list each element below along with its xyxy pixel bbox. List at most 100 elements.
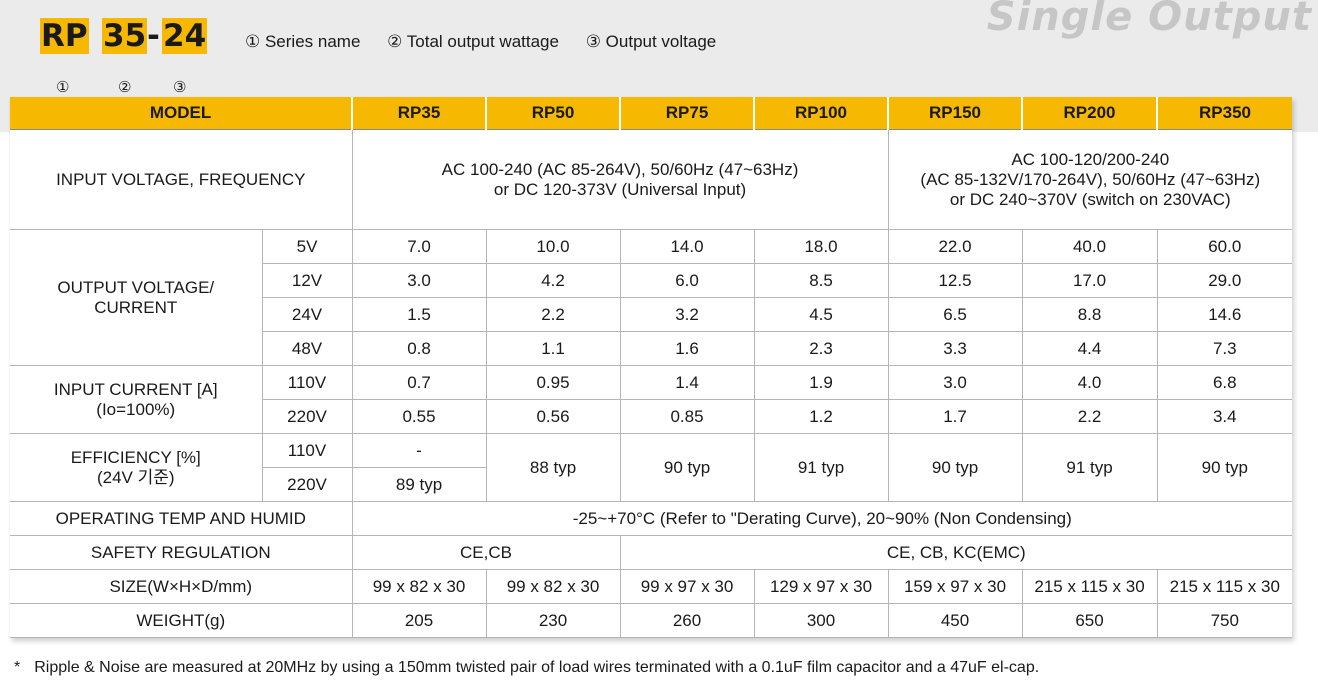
marker-1: ① (56, 79, 70, 96)
output-voltage: 24V (262, 297, 353, 332)
table-cell: 2.2 (1021, 399, 1158, 434)
output-row-5v: OUTPUT VOLTAGE/ CURRENT 5V 7.0 10.0 14.0… (10, 229, 1293, 366)
output-voltage: 48V (262, 331, 353, 366)
table-cell: 4.4 (1021, 331, 1158, 366)
table-cell: 14.6 (1156, 297, 1293, 332)
table-cell: 12.5 (887, 263, 1023, 298)
table-cell: 91 typ (753, 433, 889, 502)
model-rp150: RP150 (887, 97, 1023, 130)
table-cell: 4.2 (485, 263, 621, 298)
table-cell: 91 typ (1021, 433, 1158, 502)
table-cell: 0.85 (619, 399, 755, 434)
table-cell: 88 typ (485, 433, 621, 502)
table-cell: 1.6 (619, 331, 755, 366)
code-watt: 35 (102, 18, 148, 54)
table-cell: 3.2 (619, 297, 755, 332)
table-cell: 650 (1021, 603, 1158, 638)
table-cell: 99 x 82 x 30 (351, 569, 487, 604)
legend-output-voltage: ③ Output voltage (585, 32, 717, 51)
model-rp50: RP50 (485, 97, 621, 130)
category-title: Single Output (986, 0, 1312, 40)
efficiency-voltage: 220V (262, 467, 353, 502)
table-cell: 17.0 (1021, 263, 1158, 298)
table-cell: 450 (887, 603, 1023, 638)
table-cell: 1.5 (351, 297, 487, 332)
code-dash: - (147, 18, 160, 54)
table-cell: 10.0 (485, 229, 621, 264)
output-label-line2: CURRENT (94, 297, 178, 317)
footnote-star: * (14, 659, 21, 676)
table-cell: 205 (351, 603, 487, 638)
table-cell: 6.0 (619, 263, 755, 298)
output-voltage: 5V (261, 229, 353, 264)
input-voltage-group-b: AC 100-120/200-240 (AC 85-132V/170-264V)… (887, 129, 1293, 230)
table-cell: 7.0 (351, 229, 487, 264)
table-cell: 99 x 82 x 30 (485, 569, 621, 604)
table-cell: 1.1 (485, 331, 621, 366)
table-cell: 1.9 (753, 365, 889, 400)
safety-group-a: CE,CB (351, 535, 621, 570)
operating-label: OPERATING TEMP AND HUMID (10, 501, 353, 536)
size-row: SIZE(W×H×D/mm) 99 x 82 x 30 99 x 82 x 30… (10, 569, 1293, 604)
table-cell: 4.0 (1021, 365, 1158, 400)
table-cell: 6.5 (887, 297, 1023, 332)
input-current-row-110v: INPUT CURRENT [A] (Io=100%) 110V 0.7 0.9… (10, 365, 1293, 434)
table-cell: 0.7 (351, 365, 487, 400)
model-rp350: RP350 (1156, 97, 1293, 130)
code-volt: 24 (162, 18, 208, 54)
model-rp200: RP200 (1021, 97, 1158, 130)
input-voltage-row: INPUT VOLTAGE, FREQUENCY AC 100-240 (AC … (10, 129, 1293, 230)
input-voltage-b-line2: (AC 85-132V/170-264V), 50/60Hz (47~63Hz) (920, 169, 1261, 189)
input-voltage-b-line3: or DC 240~370V (switch on 230VAC) (949, 189, 1231, 209)
table-cell: 215 x 115 x 30 (1156, 569, 1293, 604)
efficiency-row-220v: 220V 89 typ (10, 467, 1292, 502)
table-cell: 159 x 97 x 30 (887, 569, 1023, 604)
output-row-24v: 24V 1.5 2.2 3.2 4.5 6.5 8.8 14.6 (10, 297, 1293, 332)
input-current-label-line2: (Io=100%) (96, 399, 176, 419)
model-header: MODEL (10, 97, 353, 130)
operating-value: -25~+70°C (Refer to "Derating Curve), 20… (351, 501, 1293, 536)
output-voltage: 12V (262, 263, 353, 298)
table-cell: 260 (619, 603, 755, 638)
table-cell: 89 typ (351, 467, 487, 502)
table-cell: 60.0 (1156, 229, 1293, 264)
output-label-line1: OUTPUT VOLTAGE/ (57, 277, 215, 297)
table-cell: 99 x 97 x 30 (619, 569, 755, 604)
table-cell: 22.0 (887, 229, 1023, 264)
legend-total-wattage: ② Total output wattage (387, 32, 559, 51)
efficiency-label-line1: EFFICIENCY [%] (70, 447, 201, 467)
table-cell: 0.95 (485, 365, 621, 400)
table-cell: 1.2 (753, 399, 889, 434)
table-cell: 300 (753, 603, 889, 638)
table-cell: 1.7 (887, 399, 1023, 434)
table-cell: - (351, 433, 487, 468)
legend-series-name: ① Series name (245, 32, 361, 51)
table-cell: 90 typ (619, 433, 755, 502)
table-cell: 129 x 97 x 30 (753, 569, 889, 604)
table-cell: 3.3 (887, 331, 1023, 366)
table-cell: 3.0 (887, 365, 1023, 400)
input-voltage-group-a: AC 100-240 (AC 85-264V), 50/60Hz (47~63H… (351, 129, 889, 230)
marker-3: ③ (173, 79, 187, 96)
header-row: MODEL RP35 RP50 RP75 RP100 RP150 RP200 R… (10, 97, 1293, 130)
table-cell: 3.0 (351, 263, 487, 298)
table-cell: 29.0 (1156, 263, 1293, 298)
input-voltage-b-line1: AC 100-120/200-240 (1011, 149, 1170, 169)
code-prefix: RP (40, 18, 89, 54)
safety-row: SAFETY REGULATION CE,CB CE, CB, KC(EMC) (10, 535, 1293, 570)
efficiency-voltage: 110V (261, 433, 353, 468)
weight-row: WEIGHT(g) 205 230 260 300 450 650 750 (10, 603, 1293, 638)
footnote-text: Ripple & Noise are measured at 20MHz by … (34, 659, 1040, 676)
table-cell: 3.4 (1156, 399, 1293, 434)
model-rp100: RP100 (753, 97, 889, 130)
input-voltage-a-line1: AC 100-240 (AC 85-264V), 50/60Hz (47~63H… (441, 159, 799, 179)
input-voltage-a-line2: or DC 120-373V (Universal Input) (493, 179, 747, 199)
table-cell: 40.0 (1021, 229, 1158, 264)
size-label: SIZE(W×H×D/mm) (10, 569, 353, 604)
safety-group-b: CE, CB, KC(EMC) (619, 535, 1293, 570)
table-cell: 1.4 (619, 365, 755, 400)
table-cell: 2.2 (485, 297, 621, 332)
table-cell: 0.55 (351, 399, 487, 434)
efficiency-row-110v: EFFICIENCY [%] (24V 기준) 110V - 88 typ 90… (10, 433, 1293, 502)
footnote: * Ripple & Noise are measured at 20MHz by… (14, 659, 1039, 677)
